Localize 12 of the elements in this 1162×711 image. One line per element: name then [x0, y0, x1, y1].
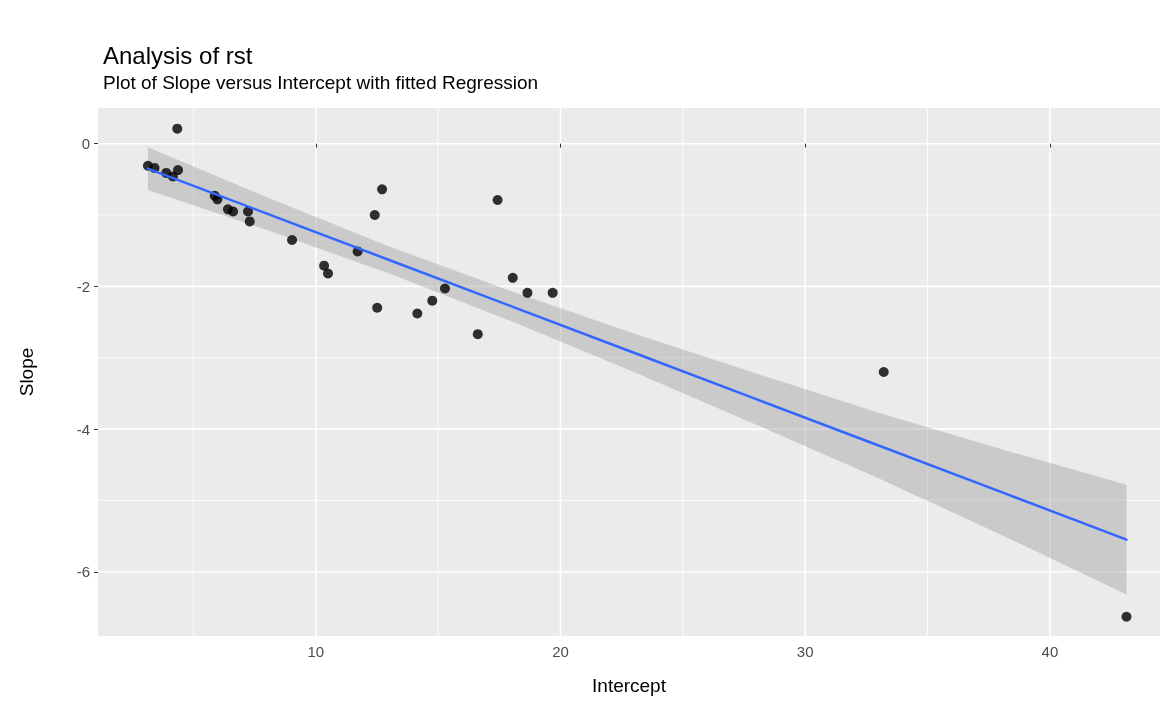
chart-title: Analysis of rst — [103, 41, 253, 69]
y-tick-label: -4 — [76, 420, 90, 438]
x-axis-title: Intercept — [592, 675, 667, 696]
x-tick-label: 30 — [796, 643, 814, 660]
chart-subtitle: Plot of Slope versus Intercept with fitted Regression — [103, 72, 539, 93]
x-tick-label: 10 — [307, 643, 325, 660]
y-tick-label: 0 — [81, 135, 90, 153]
y-tick-label: -6 — [76, 563, 90, 581]
x-tick-label: 40 — [1041, 643, 1059, 660]
y-axis-title: Slope — [16, 347, 37, 397]
y-tick-label: -2 — [76, 277, 90, 295]
x-tick-label: 20 — [552, 643, 569, 660]
